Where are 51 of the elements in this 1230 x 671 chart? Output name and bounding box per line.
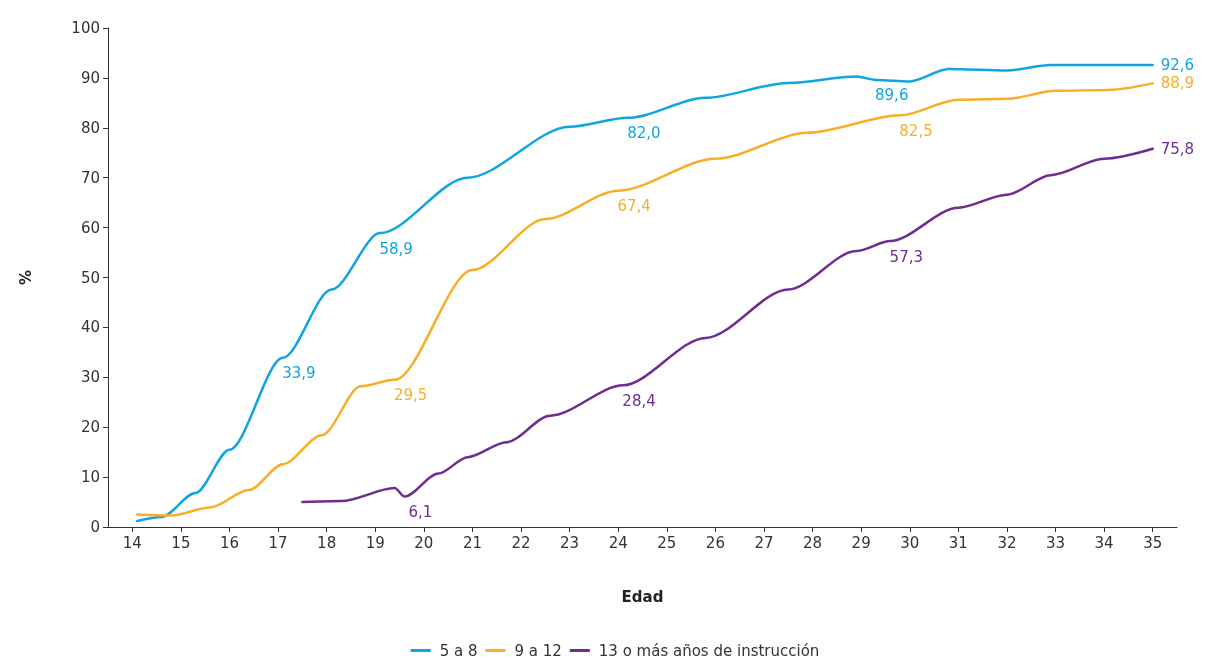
y-tick-label: 0 (90, 518, 100, 536)
y-tick-label: 20 (80, 418, 100, 437)
x-tick-label: 17 (268, 533, 288, 552)
x-tick-label: 32 (997, 533, 1017, 552)
data-label: 33,9 (282, 364, 316, 383)
data-label: 58,9 (379, 239, 413, 258)
data-label: 82,5 (899, 121, 933, 140)
x-tick-label: 33 (1045, 533, 1066, 552)
x-tick-label: 15 (171, 533, 191, 552)
x-tick-label: 19 (365, 533, 385, 552)
y-tick-label: 90 (80, 68, 100, 87)
x-tick-label: 26 (705, 533, 725, 552)
data-label: 88,9 (1160, 74, 1195, 93)
data-label: 89,6 (875, 86, 909, 105)
data-label: 75,8 (1160, 139, 1195, 158)
data-label: 29,5 (393, 386, 428, 405)
x-tick-label: 31 (948, 533, 968, 552)
x-tick-label: 28 (803, 533, 823, 552)
x-tick-label: 20 (414, 533, 434, 552)
x-tick-label: 35 (1143, 533, 1163, 552)
y-axis-title: % (16, 269, 35, 286)
data-label: 92,6 (1160, 55, 1195, 74)
x-tick-label: 25 (657, 533, 677, 552)
data-label: 82,0 (627, 124, 661, 143)
x-tick-label: 18 (317, 533, 337, 552)
y-tick-label: 10 (80, 468, 100, 487)
x-axis-title: Edad (621, 587, 664, 606)
x-tick-label: 24 (608, 533, 628, 552)
x-tick-label: 23 (560, 533, 580, 552)
y-tick-label: 50 (80, 268, 100, 287)
data-label: 67,4 (617, 197, 651, 216)
x-tick-label: 16 (219, 533, 240, 552)
x-tick-label: 34 (1094, 533, 1114, 552)
x-tick-label: 27 (754, 533, 774, 552)
data-label: 6,1 (408, 503, 433, 522)
x-tick-label: 29 (851, 533, 871, 552)
y-tick-label: 80 (80, 118, 100, 137)
x-tick-label: 21 (462, 533, 482, 552)
y-tick-label: 70 (80, 168, 100, 187)
y-tick-label: 100 (71, 19, 100, 37)
x-tick-label: 14 (122, 533, 142, 552)
x-tick-label: 22 (511, 533, 531, 552)
y-tick-label: 30 (80, 368, 100, 387)
y-tick-label: 60 (80, 218, 100, 237)
data-label: 57,3 (889, 247, 924, 266)
legend-label: 9 a 12 (514, 641, 562, 660)
y-tick-label: 40 (80, 318, 100, 337)
legend-label: 13 o más años de instrucción (598, 641, 820, 660)
legend-label: 5 a 8 (439, 641, 478, 660)
data-label: 28,4 (622, 391, 656, 410)
x-tick-label: 30 (900, 533, 920, 552)
